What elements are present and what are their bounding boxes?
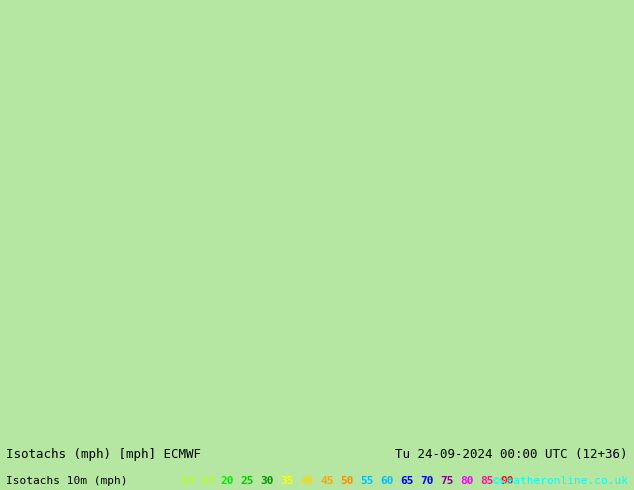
Text: Isotachs 10m (mph): Isotachs 10m (mph) <box>6 476 128 486</box>
Text: 15: 15 <box>200 476 214 486</box>
Text: Isotachs (mph) [mph] ECMWF: Isotachs (mph) [mph] ECMWF <box>6 447 202 461</box>
Text: 25: 25 <box>240 476 254 486</box>
Text: ©weatheronline.co.uk: ©weatheronline.co.uk <box>493 476 628 486</box>
Text: 80: 80 <box>460 476 474 486</box>
Text: 35: 35 <box>280 476 294 486</box>
Text: 70: 70 <box>420 476 434 486</box>
Text: 65: 65 <box>400 476 413 486</box>
Text: 30: 30 <box>261 476 274 486</box>
Text: 50: 50 <box>340 476 354 486</box>
Text: 20: 20 <box>221 476 234 486</box>
Text: 10: 10 <box>181 476 194 486</box>
Text: 40: 40 <box>301 476 314 486</box>
Text: 75: 75 <box>440 476 453 486</box>
Text: 55: 55 <box>360 476 374 486</box>
Text: 60: 60 <box>380 476 394 486</box>
Text: Tu 24-09-2024 00:00 UTC (12+36): Tu 24-09-2024 00:00 UTC (12+36) <box>395 447 628 461</box>
Text: 85: 85 <box>480 476 493 486</box>
Text: 90: 90 <box>500 476 514 486</box>
Text: 45: 45 <box>320 476 334 486</box>
